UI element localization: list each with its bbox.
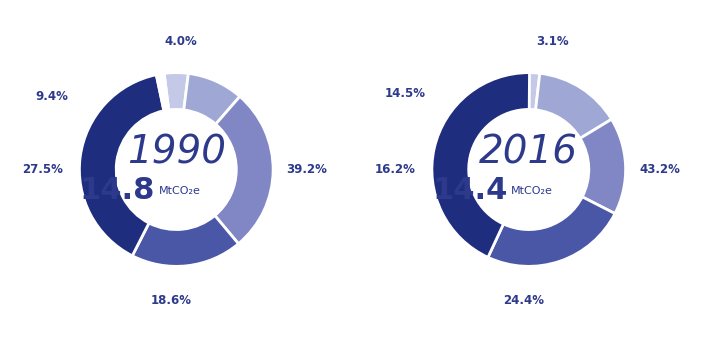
Wedge shape — [157, 74, 168, 111]
Text: 14.8: 14.8 — [80, 176, 155, 205]
Text: 2016: 2016 — [479, 133, 578, 171]
Text: 1990: 1990 — [127, 133, 226, 171]
Text: MtCO₂e: MtCO₂e — [159, 186, 201, 196]
Text: 14.5%: 14.5% — [384, 87, 425, 100]
Text: 4.0%: 4.0% — [165, 35, 197, 48]
Wedge shape — [521, 73, 540, 110]
Text: 39.2%: 39.2% — [286, 163, 327, 176]
Text: 3.1%: 3.1% — [537, 35, 569, 48]
Text: MtCO₂e: MtCO₂e — [511, 186, 553, 196]
Text: 9.4%: 9.4% — [36, 91, 68, 103]
Wedge shape — [80, 75, 164, 256]
Text: 16.2%: 16.2% — [374, 163, 415, 176]
Wedge shape — [164, 73, 188, 110]
Wedge shape — [536, 73, 611, 138]
Text: 43.2%: 43.2% — [639, 163, 680, 176]
Wedge shape — [215, 96, 273, 244]
Text: 24.4%: 24.4% — [503, 294, 544, 307]
Text: 14.4: 14.4 — [432, 176, 508, 205]
Text: 27.5%: 27.5% — [22, 163, 63, 176]
Wedge shape — [184, 74, 240, 124]
Wedge shape — [133, 216, 238, 266]
Text: 18.6%: 18.6% — [151, 294, 192, 307]
Wedge shape — [432, 73, 529, 257]
Wedge shape — [580, 119, 625, 214]
Wedge shape — [488, 197, 615, 266]
